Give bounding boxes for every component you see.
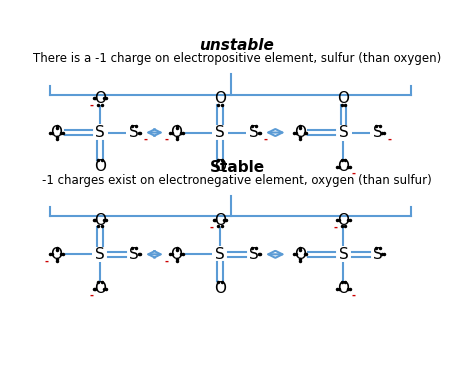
Text: -: - [333, 222, 337, 232]
Text: -: - [387, 135, 392, 145]
Text: unstable: unstable [200, 37, 274, 52]
Text: Stable: Stable [210, 160, 264, 175]
Text: S: S [95, 125, 105, 140]
Text: -: - [90, 291, 94, 301]
Text: O: O [94, 159, 106, 174]
Text: -: - [144, 135, 148, 145]
Text: S: S [338, 125, 348, 140]
Text: O: O [214, 91, 226, 106]
Text: O: O [94, 281, 106, 296]
Text: S: S [129, 125, 139, 140]
Text: O: O [337, 91, 349, 106]
Text: S: S [215, 125, 225, 140]
Text: -: - [45, 257, 49, 266]
Text: O: O [51, 247, 63, 262]
Text: O: O [94, 91, 106, 106]
Text: S: S [249, 125, 259, 140]
Text: S: S [129, 247, 139, 262]
Text: S: S [373, 125, 383, 140]
Text: O: O [337, 159, 349, 174]
Text: O: O [294, 247, 306, 262]
Text: -: - [264, 135, 268, 145]
Text: O: O [171, 125, 182, 140]
Text: S: S [249, 247, 259, 262]
Text: O: O [214, 281, 226, 296]
Text: O: O [94, 212, 106, 228]
Text: S: S [373, 247, 383, 262]
Text: -: - [351, 291, 356, 301]
Text: O: O [51, 125, 63, 140]
Text: -: - [164, 257, 169, 266]
Text: O: O [214, 159, 226, 174]
Text: -1 charges exist on electronegative element, oxygen (than sulfur): -1 charges exist on electronegative elem… [42, 174, 432, 187]
Text: O: O [337, 281, 349, 296]
Text: O: O [214, 212, 226, 228]
Text: O: O [294, 125, 306, 140]
Text: -: - [90, 101, 94, 110]
Text: There is a -1 charge on electropositive element, sulfur (than oxygen): There is a -1 charge on electropositive … [33, 52, 441, 65]
Text: -: - [210, 222, 214, 232]
Text: O: O [337, 212, 349, 228]
Text: S: S [215, 247, 225, 262]
Text: S: S [95, 247, 105, 262]
Text: S: S [338, 247, 348, 262]
Text: -: - [164, 135, 169, 145]
Text: O: O [171, 247, 182, 262]
Text: -: - [351, 169, 356, 179]
